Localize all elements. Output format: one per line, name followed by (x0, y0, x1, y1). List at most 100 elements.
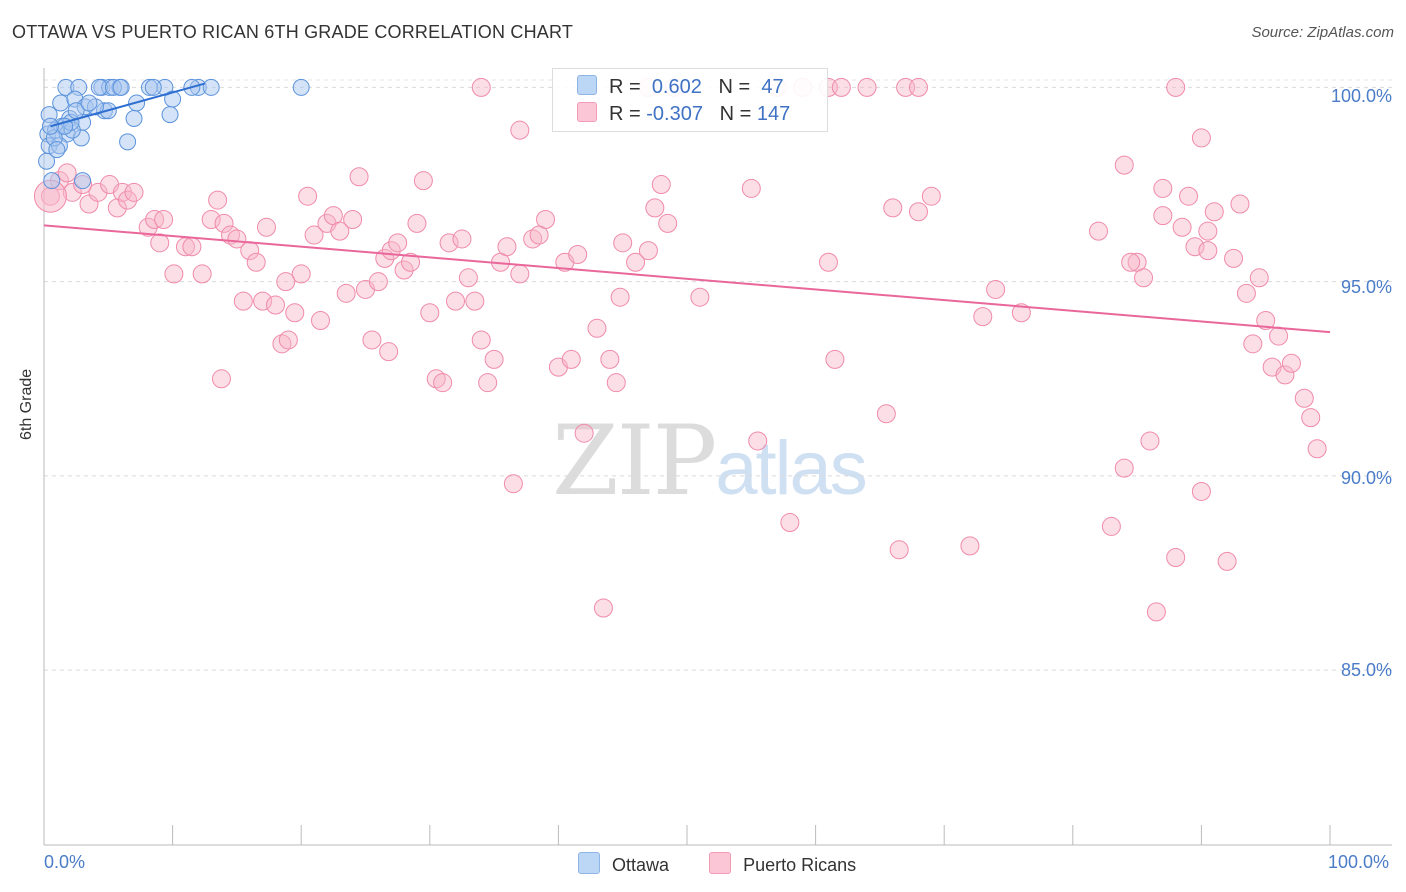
puerto-rican-point (88, 182, 108, 202)
puerto-rican-point (379, 342, 399, 362)
puerto-rican-point (208, 190, 228, 210)
puerto-rican-point (362, 330, 382, 350)
puerto-rican-point (349, 167, 369, 187)
puerto-rican-point (1243, 334, 1263, 354)
puerto-rican-point (1191, 481, 1211, 501)
correlation-legend: R = 0.602 N = 47 R = -0.307 N = 147 (552, 68, 828, 132)
ottawa-point (38, 152, 56, 170)
puerto-rican-point (638, 241, 658, 261)
series-legend: Ottawa Puerto Ricans (578, 852, 856, 876)
puerto-rican-point (1256, 311, 1276, 331)
puerto-rican-point (908, 77, 928, 97)
y-tick-label: 95.0% (1340, 277, 1392, 297)
ottawa-point (161, 106, 179, 124)
puerto-rican-point (388, 233, 408, 253)
ottawa-r-value: 0.602 (651, 76, 702, 98)
puerto-rican-point (780, 513, 800, 533)
ottawa-point (202, 78, 220, 96)
puerto-rican-point (253, 291, 273, 311)
puerto-rican-point (298, 186, 318, 206)
y-axis-label: 6th Grade (18, 368, 35, 440)
trend-lines (43, 82, 1331, 334)
source-label: Source: ZipAtlas.com (1251, 24, 1394, 41)
puerto-rican-point (986, 279, 1006, 299)
ottawa-points (38, 78, 310, 190)
puerto-rican-point (876, 404, 896, 424)
puerto-rican-point (1089, 221, 1109, 241)
puerto-rican-point (825, 349, 845, 369)
puerto-rican-point (285, 303, 305, 323)
puerto-rican-point (1204, 202, 1224, 222)
puerto-rican-point (574, 423, 594, 443)
puerto-rican-point (1185, 237, 1205, 257)
puerto-rican-point (471, 77, 491, 97)
puerto-rican-point (1301, 408, 1321, 428)
y-tick-label: 100.0% (1330, 86, 1392, 106)
puerto-rican-point (658, 213, 678, 233)
ottawa-swatch (577, 75, 597, 95)
puerto-rican-point (154, 210, 174, 230)
puerto-rican-point (227, 229, 247, 249)
ottawa-point (74, 172, 92, 190)
puerto-rican-point (1166, 548, 1186, 568)
puerto-rican-point (497, 237, 517, 257)
ottawa-point (144, 78, 162, 96)
ottawa-point (119, 133, 137, 151)
puerto-rican-point (478, 373, 498, 393)
puerto-rican-point (471, 330, 491, 350)
legend-n-label: N = (718, 76, 751, 98)
y-tick-label: 85.0% (1340, 660, 1392, 680)
puerto-rican-point (446, 291, 466, 311)
puerto-rican-point (1146, 602, 1166, 622)
puerto-rican-point (394, 260, 414, 280)
puerto-rican-point (1198, 241, 1218, 261)
puerto-rican-point (330, 221, 350, 241)
legend-row-puerto: R = -0.307 N = 147 (577, 102, 790, 126)
puerto-rican-point (529, 225, 549, 245)
puerto-rican-point (452, 229, 472, 249)
puerto-rican-point (748, 431, 768, 451)
puerto-rican-point (57, 163, 77, 183)
puerto-rican-point (960, 536, 980, 556)
puerto-rican-point (368, 272, 388, 292)
watermark-atlas: atlas (715, 426, 868, 511)
puerto-rican-point (1217, 551, 1237, 571)
legend-r-label: R = (609, 103, 641, 125)
puerto-rican-point (600, 349, 620, 369)
puerto-rican-point (510, 264, 530, 284)
puerto-rican-point (150, 233, 170, 253)
puerto-swatch (577, 102, 597, 122)
ottawa-point (125, 110, 143, 128)
ottawa-point (112, 78, 130, 96)
puerto-rican-point (1172, 217, 1192, 237)
puerto-rican-point (593, 598, 613, 618)
x-tick-label: 0.0% (44, 852, 86, 872)
puerto-rican-point (118, 190, 138, 210)
puerto-rican-point (908, 202, 928, 222)
puerto-rican-point (439, 233, 459, 253)
puerto-rican-point (626, 252, 646, 272)
y-tick-label: 90.0% (1340, 468, 1392, 488)
puerto-rican-points (33, 77, 1327, 622)
puerto-rican-point (1179, 186, 1199, 206)
puerto-legend-label: Puerto Ricans (743, 855, 857, 875)
puerto-rican-point (233, 291, 253, 311)
puerto-rican-point (1114, 155, 1134, 175)
puerto-rican-point (1224, 248, 1244, 268)
puerto-rican-point (433, 373, 453, 393)
puerto-rican-point (1121, 252, 1141, 272)
legend-r-label: R = (609, 76, 641, 98)
puerto-rican-point (484, 349, 504, 369)
puerto-rican-point (568, 244, 588, 264)
ottawa-point (90, 78, 108, 96)
puerto-rican-point (690, 287, 710, 307)
puerto-rican-point (420, 303, 440, 323)
puerto-rican-point (1140, 431, 1160, 451)
puerto-rican-point (304, 225, 324, 245)
watermark: ZIPatlas (552, 405, 868, 517)
puerto-rican-point (1011, 303, 1031, 323)
puerto-rican-point (606, 373, 626, 393)
axes (43, 68, 1392, 846)
ottawa-point (43, 172, 61, 190)
